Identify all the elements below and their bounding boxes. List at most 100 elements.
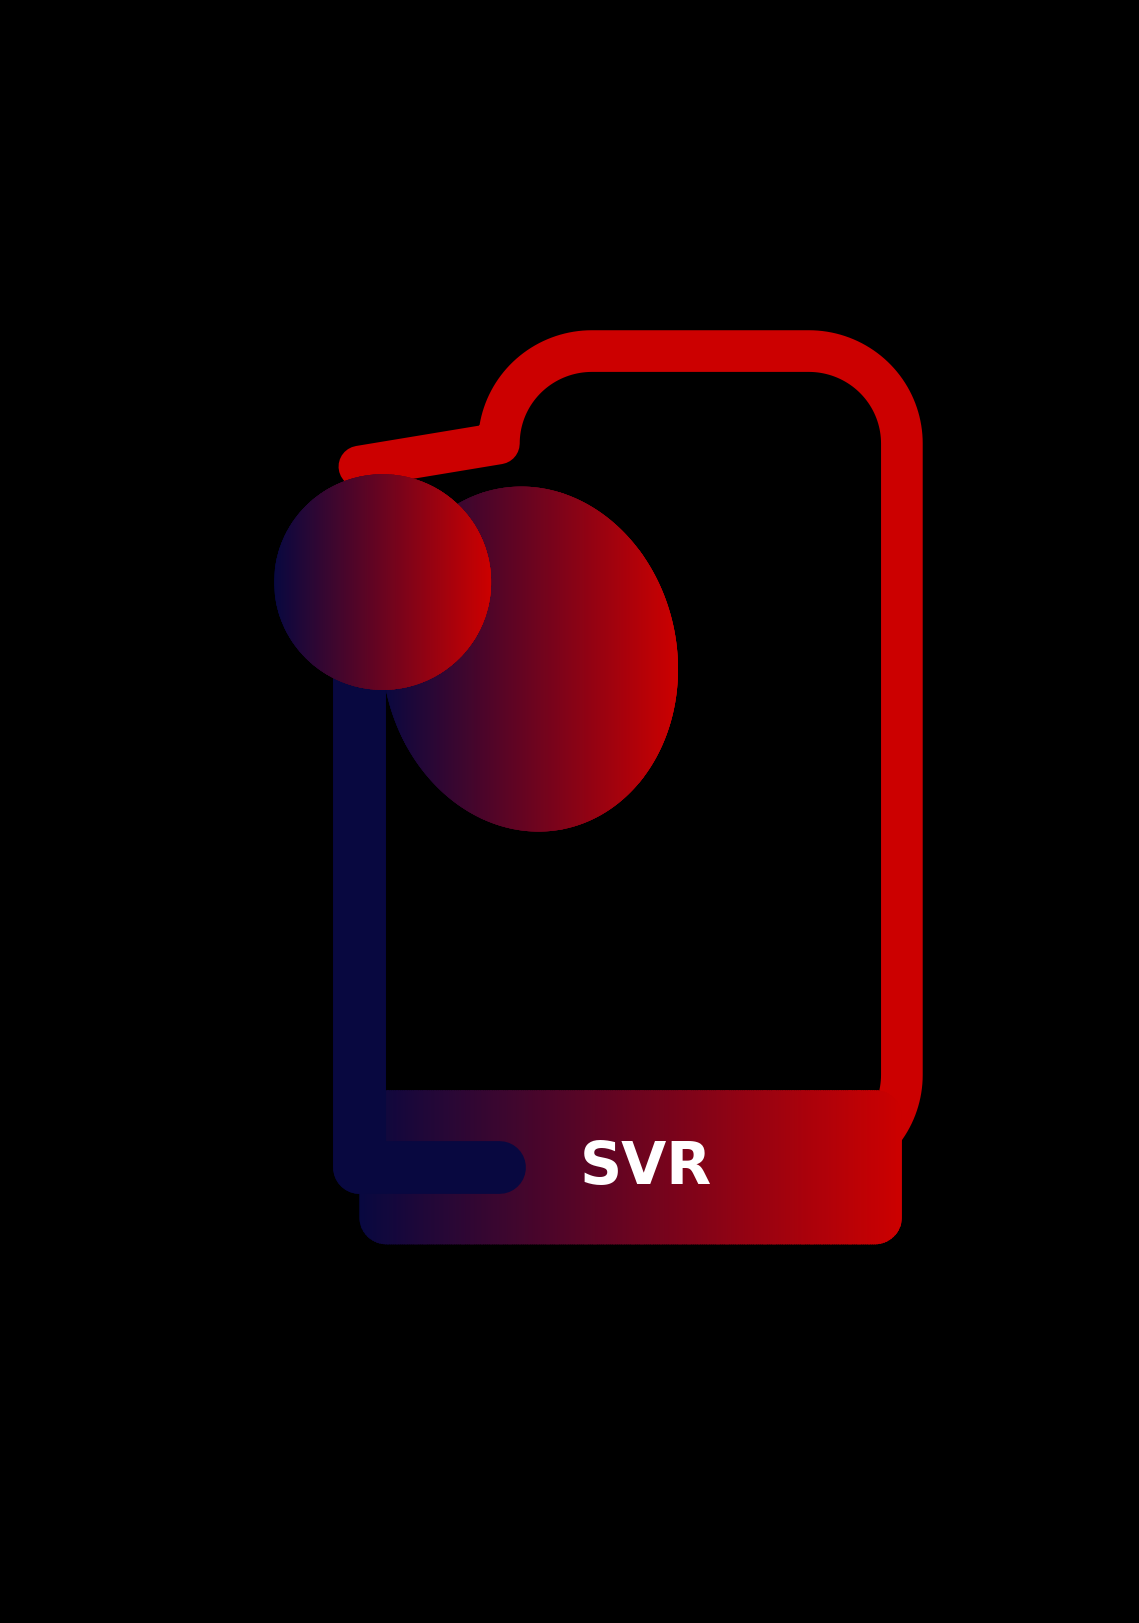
Bar (636, 1083, 638, 1251)
Bar (846, 1083, 847, 1251)
Bar (694, 1083, 696, 1251)
Bar (678, 1083, 680, 1251)
Bar (613, 1083, 614, 1251)
Bar (732, 1083, 734, 1251)
Bar (443, 1083, 444, 1251)
Bar (806, 1083, 808, 1251)
Bar (804, 1083, 806, 1251)
Bar (754, 1083, 755, 1251)
Bar (555, 1083, 557, 1251)
Bar (868, 1083, 869, 1251)
Bar (696, 1083, 697, 1251)
Bar (468, 1083, 469, 1251)
Bar (551, 1083, 552, 1251)
Bar (439, 1083, 441, 1251)
Bar (360, 1083, 361, 1251)
Bar (598, 1083, 600, 1251)
Bar (517, 1083, 518, 1251)
Bar (887, 1083, 890, 1251)
Bar (878, 1083, 880, 1251)
Bar (662, 1083, 663, 1251)
Bar (542, 1083, 544, 1251)
Bar (522, 1083, 524, 1251)
Bar (702, 1083, 703, 1251)
Bar (816, 1083, 817, 1251)
Bar (367, 1083, 369, 1251)
Bar (802, 1083, 804, 1251)
Bar (891, 1083, 893, 1251)
Bar (880, 1083, 882, 1251)
Bar (625, 1083, 628, 1251)
Bar (600, 1083, 601, 1251)
Bar (786, 1083, 788, 1251)
Bar (844, 1083, 846, 1251)
Bar (706, 1083, 708, 1251)
Bar (683, 1083, 685, 1251)
Bar (647, 1083, 649, 1251)
Bar (728, 1083, 730, 1251)
Bar (866, 1083, 868, 1251)
Bar (372, 1083, 374, 1251)
Bar (715, 1083, 718, 1251)
Bar (869, 1083, 871, 1251)
Bar (656, 1083, 658, 1251)
Bar (623, 1083, 625, 1251)
Bar (361, 1083, 363, 1251)
Bar (417, 1083, 419, 1251)
Bar (364, 1083, 367, 1251)
Bar (877, 1083, 878, 1251)
Bar (835, 1083, 837, 1251)
Bar (391, 1083, 392, 1251)
Bar (797, 1083, 798, 1251)
Bar (567, 1083, 570, 1251)
Bar (657, 1083, 659, 1251)
Bar (580, 1083, 582, 1251)
Bar (432, 1083, 434, 1251)
Bar (853, 1083, 855, 1251)
Bar (718, 1083, 720, 1251)
Bar (819, 1083, 820, 1251)
Bar (714, 1083, 715, 1251)
Bar (863, 1083, 866, 1251)
Bar (521, 1083, 522, 1251)
Bar (674, 1083, 675, 1251)
Bar (495, 1083, 497, 1251)
Bar (497, 1083, 499, 1251)
Bar (374, 1083, 376, 1251)
Bar (659, 1083, 662, 1251)
Bar (419, 1083, 421, 1251)
Bar (770, 1083, 772, 1251)
Bar (654, 1083, 656, 1251)
Bar (761, 1083, 763, 1251)
Bar (404, 1083, 407, 1251)
Bar (535, 1083, 536, 1251)
Bar (757, 1083, 759, 1251)
Bar (622, 1083, 623, 1251)
Bar (743, 1083, 745, 1251)
Text: SVR: SVR (580, 1139, 712, 1196)
Bar (601, 1083, 604, 1251)
Bar (484, 1083, 486, 1251)
Bar (368, 1083, 370, 1251)
Bar (640, 1083, 641, 1251)
Bar (871, 1083, 872, 1251)
Bar (383, 1083, 385, 1251)
Bar (746, 1083, 748, 1251)
Bar (451, 1083, 453, 1251)
Bar (777, 1083, 779, 1251)
Bar (822, 1083, 825, 1251)
Bar (755, 1083, 757, 1251)
Bar (841, 1083, 842, 1251)
Bar (764, 1083, 767, 1251)
Bar (632, 1083, 634, 1251)
Bar (560, 1083, 562, 1251)
Bar (531, 1083, 533, 1251)
Bar (611, 1083, 613, 1251)
Bar (579, 1083, 580, 1251)
Bar (453, 1083, 456, 1251)
Bar (459, 1083, 461, 1251)
Bar (620, 1083, 622, 1251)
Bar (730, 1083, 732, 1251)
Bar (629, 1083, 631, 1251)
Bar (505, 1083, 506, 1251)
